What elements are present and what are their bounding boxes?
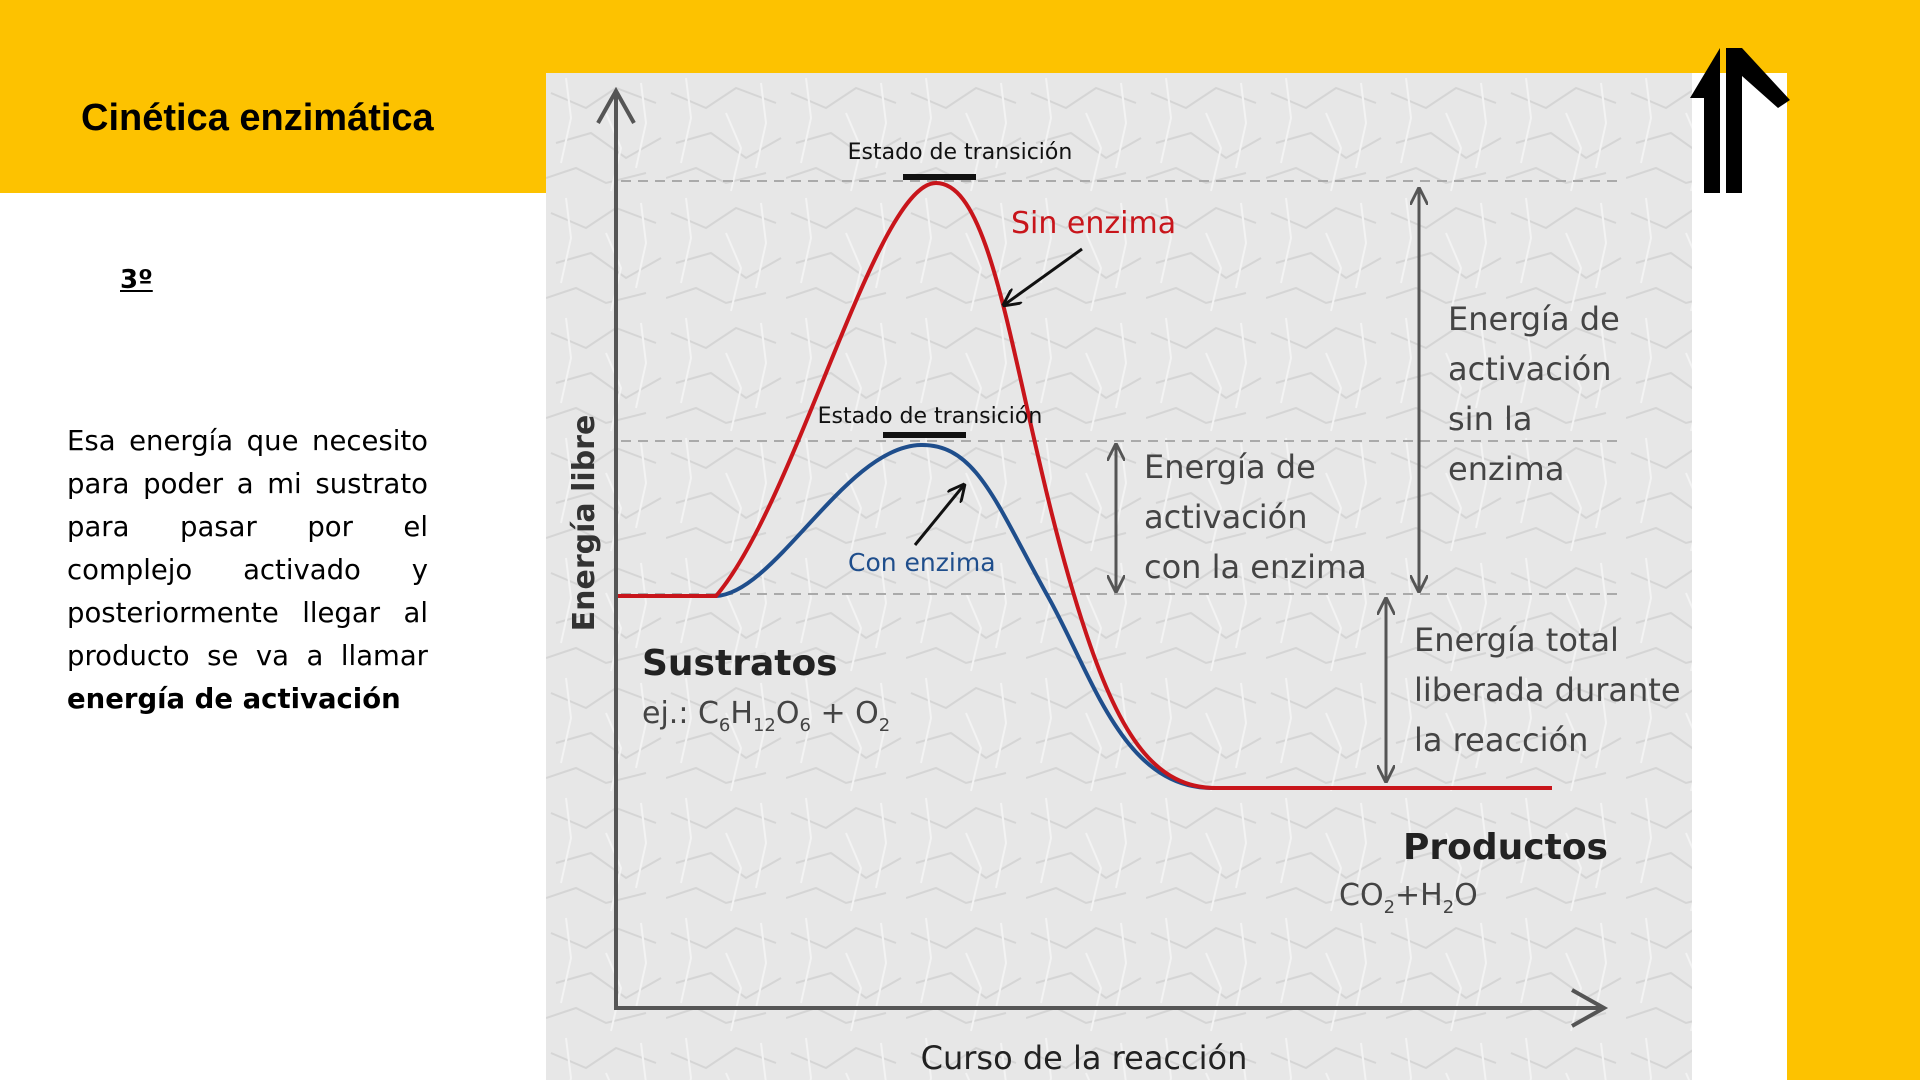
label-transition-top: Estado de transición — [848, 140, 1073, 165]
x-axis-arrowhead — [1571, 988, 1609, 1028]
label-con-enzima: Con enzima — [848, 548, 996, 577]
explanation-paragraph: Esa energía que necesito para poder a mi… — [67, 420, 428, 721]
curve-without-enzyme — [618, 180, 1552, 790]
x-axis-label: Curso de la reacción — [921, 1039, 1248, 1077]
energy-diagram: Estado de transición Estado de transició… — [546, 73, 1692, 1080]
y-axis-label: Energía libre — [567, 415, 602, 632]
top-yellow-band — [0, 0, 1920, 73]
products-formula: CO2+H2O — [1339, 878, 1478, 918]
pointer-con-enzima — [913, 485, 964, 546]
y-axis-arrowhead — [596, 86, 636, 124]
double-up-arrow-logo-icon — [1690, 48, 1790, 193]
label-substrates: Sustratos — [642, 643, 838, 684]
label-ea-without-enzyme: Energía de activación sin la enzima — [1448, 300, 1630, 488]
explanation-highlight: energía de activación — [67, 683, 401, 715]
label-ea-with-enzyme: Energía de activación con la enzima — [1144, 448, 1367, 586]
title-band — [0, 73, 546, 193]
curve-with-enzyme — [618, 442, 1552, 790]
label-transition-bottom: Estado de transición — [818, 404, 1043, 429]
substrates-formula: ej.: C6H12O6 + O2 — [642, 696, 890, 736]
energy-diagram-svg: Estado de transición Estado de transició… — [546, 73, 1692, 1080]
explanation-text: Esa energía que necesito para poder a mi… — [67, 425, 428, 672]
right-yellow-band — [1787, 0, 1920, 1080]
label-products: Productos — [1403, 827, 1608, 868]
axes — [614, 91, 1604, 1010]
pointer-sin-enzima — [1004, 247, 1083, 305]
slide-title: Cinética enzimática — [81, 97, 434, 139]
step-number: 3º — [120, 265, 153, 295]
label-sin-enzima: Sin enzima — [1011, 206, 1176, 241]
label-total-energy: Energía total liberada durante la reacci… — [1414, 621, 1691, 759]
